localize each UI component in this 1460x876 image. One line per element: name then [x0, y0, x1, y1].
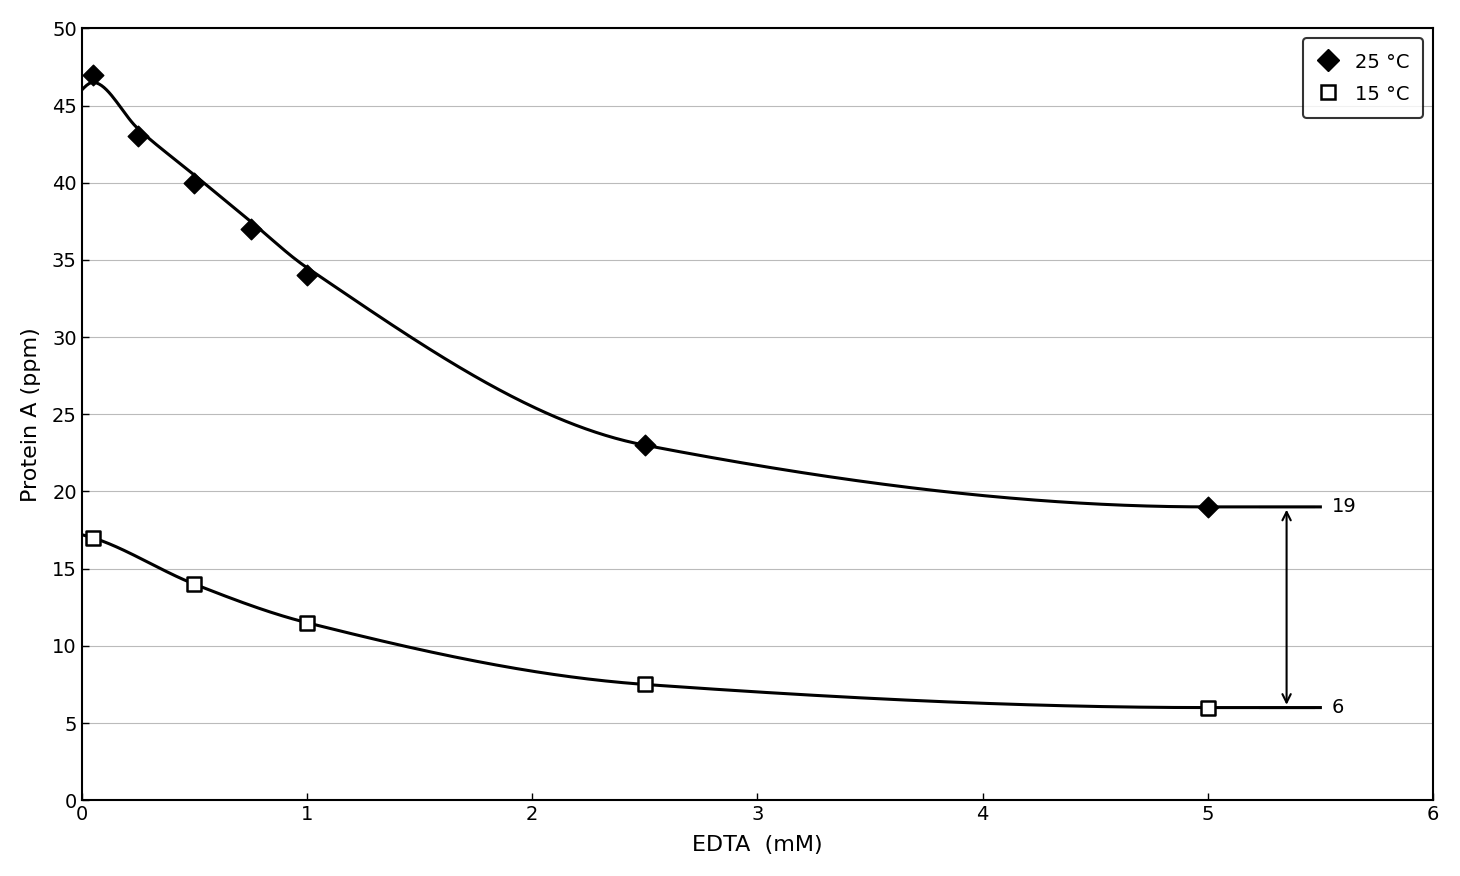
Text: 6: 6 — [1332, 698, 1345, 717]
Point — [295, 616, 318, 630]
Point — [82, 531, 105, 545]
Point — [1196, 701, 1219, 715]
Point — [634, 438, 657, 452]
Point — [127, 130, 150, 144]
Legend: 25 °C, 15 °C: 25 °C, 15 °C — [1302, 38, 1424, 118]
Point — [1196, 500, 1219, 514]
Point — [182, 176, 206, 190]
X-axis label: EDTA  (mM): EDTA (mM) — [692, 835, 822, 855]
Point — [634, 677, 657, 691]
Point — [182, 577, 206, 591]
Point — [295, 268, 318, 282]
Point — [239, 222, 263, 236]
Text: 19: 19 — [1332, 498, 1356, 516]
Y-axis label: Protein A (ppm): Protein A (ppm) — [20, 327, 41, 502]
Point — [82, 67, 105, 81]
